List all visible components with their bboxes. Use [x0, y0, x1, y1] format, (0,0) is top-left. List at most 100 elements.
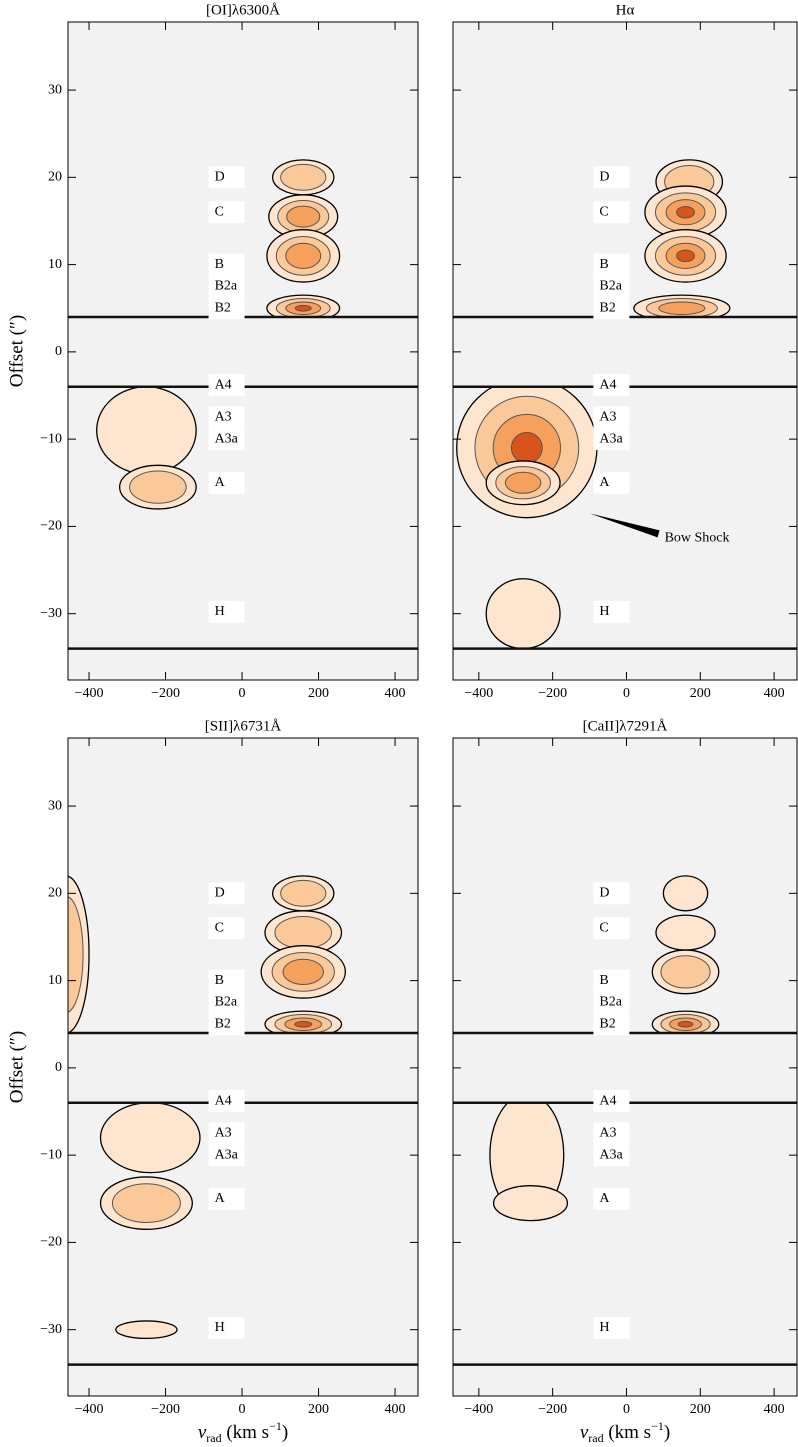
y-tick-label: 10 — [48, 257, 62, 272]
knot-label: C — [215, 204, 224, 219]
y-tick-label: 0 — [55, 1060, 62, 1075]
knot-label: D — [215, 170, 225, 185]
emission-contour — [280, 879, 327, 907]
knot-label: A3 — [599, 410, 616, 425]
knot-label: D — [599, 170, 609, 185]
x-tick-label: 200 — [690, 686, 711, 701]
y-tick-label: 30 — [48, 798, 62, 813]
knot-label: A3 — [215, 1126, 232, 1141]
knot-label-bg — [593, 275, 630, 298]
emission-contour — [294, 304, 312, 312]
emission-contour — [115, 1320, 178, 1340]
knot-label-bg — [593, 166, 630, 189]
knot-label: D — [215, 886, 225, 901]
knot-label: B2 — [599, 300, 615, 315]
emission-contour — [676, 205, 695, 219]
x-axis-label-part: −1 — [269, 1419, 282, 1433]
knot-label-bg — [593, 201, 630, 224]
emission-contour — [286, 205, 321, 228]
emission-contour — [111, 1183, 181, 1224]
emission-contour — [485, 578, 561, 650]
annotation-text: Bow Shock — [665, 531, 730, 546]
emission-contour — [676, 249, 695, 263]
x-tick-label: 200 — [308, 686, 329, 701]
x-axis-label: vrad (km s−1) — [580, 1419, 670, 1445]
frame — [452, 737, 798, 1397]
knot-label-bg — [208, 882, 245, 905]
knot-label-bg — [208, 1316, 245, 1339]
x-axis-label-part: ) — [664, 1422, 670, 1443]
x-tick-label: −200 — [151, 686, 180, 701]
plot-area — [68, 22, 418, 680]
knot-label-bg — [208, 406, 245, 429]
knot-label-bg — [208, 471, 245, 494]
panel-title: [CaII]λ7291Å — [583, 718, 668, 734]
knot-label-bg — [593, 1013, 630, 1036]
knot-label-bg — [593, 1090, 630, 1113]
knot-label: B2a — [215, 995, 238, 1010]
knot-label-bg — [208, 1144, 245, 1167]
plot-area — [453, 738, 797, 1396]
y-tick-label: 30 — [48, 82, 62, 97]
knot-label-bg — [593, 991, 630, 1014]
y-tick-label: −10 — [40, 1147, 62, 1162]
knot-label-bg — [593, 882, 630, 905]
x-axis-label-part: −1 — [651, 1419, 664, 1433]
x-tick-label: −200 — [538, 686, 567, 701]
y-axis-label: Offset (″) — [6, 315, 27, 387]
x-tick-label: −400 — [464, 686, 493, 701]
panel-title: [OI]λ6300Å — [206, 2, 280, 18]
knot-label: A3 — [599, 1126, 616, 1141]
x-tick-label: 0 — [239, 1402, 246, 1417]
y-tick-label: 10 — [48, 973, 62, 988]
x-tick-label: −200 — [151, 1402, 180, 1417]
knot-label: B — [599, 973, 608, 988]
knot-label: A — [599, 1191, 610, 1206]
knot-label-bg — [208, 253, 245, 276]
emission-contour — [677, 1020, 694, 1028]
emission-contour — [504, 471, 542, 494]
knot-label-bg — [208, 600, 245, 623]
x-axis-label-part: rad — [206, 1431, 221, 1445]
knot-label-bg — [593, 1187, 630, 1210]
emission-contour — [129, 470, 187, 504]
x-tick-label: 400 — [385, 686, 406, 701]
knot-label: A3a — [599, 1147, 623, 1162]
emission-contour — [655, 914, 716, 951]
emission-contour — [492, 1185, 569, 1222]
knot-label: A4 — [599, 377, 616, 392]
knot-label: A3 — [215, 410, 232, 425]
knot-label: A — [215, 475, 226, 490]
y-tick-label: 20 — [48, 886, 62, 901]
x-tick-label: −200 — [538, 1402, 567, 1417]
knot-label: B2a — [215, 279, 238, 294]
knot-label: B2 — [599, 1016, 615, 1031]
knot-label: B2a — [599, 279, 622, 294]
knot-label-bg — [593, 471, 630, 494]
x-axis-label-part: (km s — [604, 1422, 652, 1443]
x-tick-label: 0 — [623, 686, 630, 701]
knot-label: B2a — [599, 995, 622, 1010]
emission-contour — [282, 958, 324, 985]
emission-contour — [96, 386, 197, 475]
knot-label-bg — [593, 1122, 630, 1145]
frame — [452, 21, 798, 681]
panel-title: [SII]λ6731Å — [205, 718, 282, 734]
emission-contour — [510, 432, 543, 464]
emission-contour — [660, 955, 711, 989]
knot-label-bg — [593, 297, 630, 320]
knot-label-bg — [208, 297, 245, 320]
frame — [67, 21, 419, 681]
knot-label: H — [215, 1320, 225, 1335]
knot-label: A3a — [215, 1147, 239, 1162]
emission-contour — [68, 896, 84, 1013]
emission-contour — [99, 1102, 201, 1174]
x-tick-label: −400 — [75, 686, 104, 701]
knot-label: C — [599, 920, 608, 935]
knot-label-bg — [593, 1316, 630, 1339]
knot-label-bg — [208, 1013, 245, 1036]
knot-label-bg — [593, 1144, 630, 1167]
knot-label-bg — [208, 969, 245, 992]
y-tick-label: 0 — [55, 344, 62, 359]
